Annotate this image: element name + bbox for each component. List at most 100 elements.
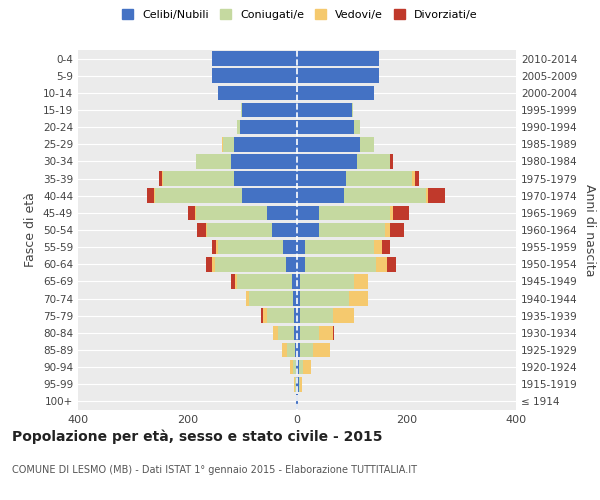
Bar [297, 360, 303, 374]
Bar [297, 154, 390, 168]
Bar [290, 360, 297, 374]
Bar [274, 326, 297, 340]
Bar [206, 222, 297, 238]
Bar [297, 86, 374, 100]
Bar [296, 394, 297, 408]
Bar [297, 206, 319, 220]
Bar [297, 394, 298, 408]
Bar [232, 154, 297, 168]
Bar [212, 52, 297, 66]
Bar [297, 394, 298, 408]
Bar [212, 52, 297, 66]
Bar [297, 240, 374, 254]
Bar [212, 52, 297, 66]
Bar [293, 360, 297, 374]
Bar [297, 292, 368, 306]
Bar [297, 240, 382, 254]
Bar [212, 240, 297, 254]
Bar [297, 188, 344, 203]
Bar [297, 240, 390, 254]
Bar [297, 360, 311, 374]
Bar [297, 222, 390, 238]
Bar [290, 360, 297, 374]
Bar [231, 274, 297, 288]
Bar [196, 154, 297, 168]
Bar [286, 257, 297, 272]
Bar [274, 326, 297, 340]
Bar [297, 274, 300, 288]
Bar [296, 394, 297, 408]
Bar [194, 206, 297, 220]
Bar [297, 257, 395, 272]
Bar [297, 206, 390, 220]
Bar [297, 137, 374, 152]
Bar [297, 308, 355, 323]
Bar [297, 274, 368, 288]
Bar [297, 274, 355, 288]
Bar [297, 257, 305, 272]
Bar [297, 377, 300, 392]
Bar [237, 120, 297, 134]
Bar [154, 188, 297, 203]
Bar [295, 342, 297, 357]
Bar [297, 172, 419, 186]
Bar [281, 342, 297, 357]
Bar [297, 172, 346, 186]
Bar [297, 68, 379, 83]
Legend: Celibi/Nubili, Coniugati/e, Vedovi/e, Divorziati/e: Celibi/Nubili, Coniugati/e, Vedovi/e, Di… [119, 6, 481, 23]
Bar [283, 240, 297, 254]
Bar [281, 342, 297, 357]
Bar [237, 120, 297, 134]
Bar [297, 52, 379, 66]
Bar [297, 377, 302, 392]
Bar [297, 172, 415, 186]
Bar [297, 394, 298, 408]
Bar [297, 308, 355, 323]
Bar [215, 257, 297, 272]
Bar [297, 394, 298, 408]
Bar [196, 206, 297, 220]
Bar [296, 394, 297, 408]
Bar [241, 102, 297, 118]
Bar [297, 326, 300, 340]
Bar [242, 188, 297, 203]
Bar [246, 292, 297, 306]
Bar [234, 172, 297, 186]
Bar [297, 52, 379, 66]
Bar [216, 240, 297, 254]
Bar [234, 137, 297, 152]
Bar [218, 240, 297, 254]
Bar [188, 206, 297, 220]
Bar [297, 86, 374, 100]
Bar [297, 154, 390, 168]
Bar [297, 308, 332, 323]
Bar [212, 52, 297, 66]
Y-axis label: Anni di nascita: Anni di nascita [583, 184, 596, 276]
Bar [239, 120, 297, 134]
Bar [297, 222, 385, 238]
Bar [242, 102, 297, 118]
Bar [196, 154, 297, 168]
Bar [237, 274, 297, 288]
Bar [297, 326, 334, 340]
Bar [297, 102, 353, 118]
Bar [297, 206, 393, 220]
Bar [297, 120, 355, 134]
Bar [297, 137, 374, 152]
Bar [297, 68, 379, 83]
Y-axis label: Fasce di età: Fasce di età [25, 192, 37, 268]
Bar [237, 120, 297, 134]
Bar [293, 292, 297, 306]
Bar [297, 326, 332, 340]
Bar [294, 377, 297, 392]
Bar [297, 188, 428, 203]
Bar [297, 86, 374, 100]
Bar [212, 257, 297, 272]
Bar [155, 188, 297, 203]
Bar [297, 292, 368, 306]
Bar [206, 222, 297, 238]
Bar [296, 377, 297, 392]
Bar [287, 342, 297, 357]
Bar [218, 86, 297, 100]
Bar [297, 188, 445, 203]
